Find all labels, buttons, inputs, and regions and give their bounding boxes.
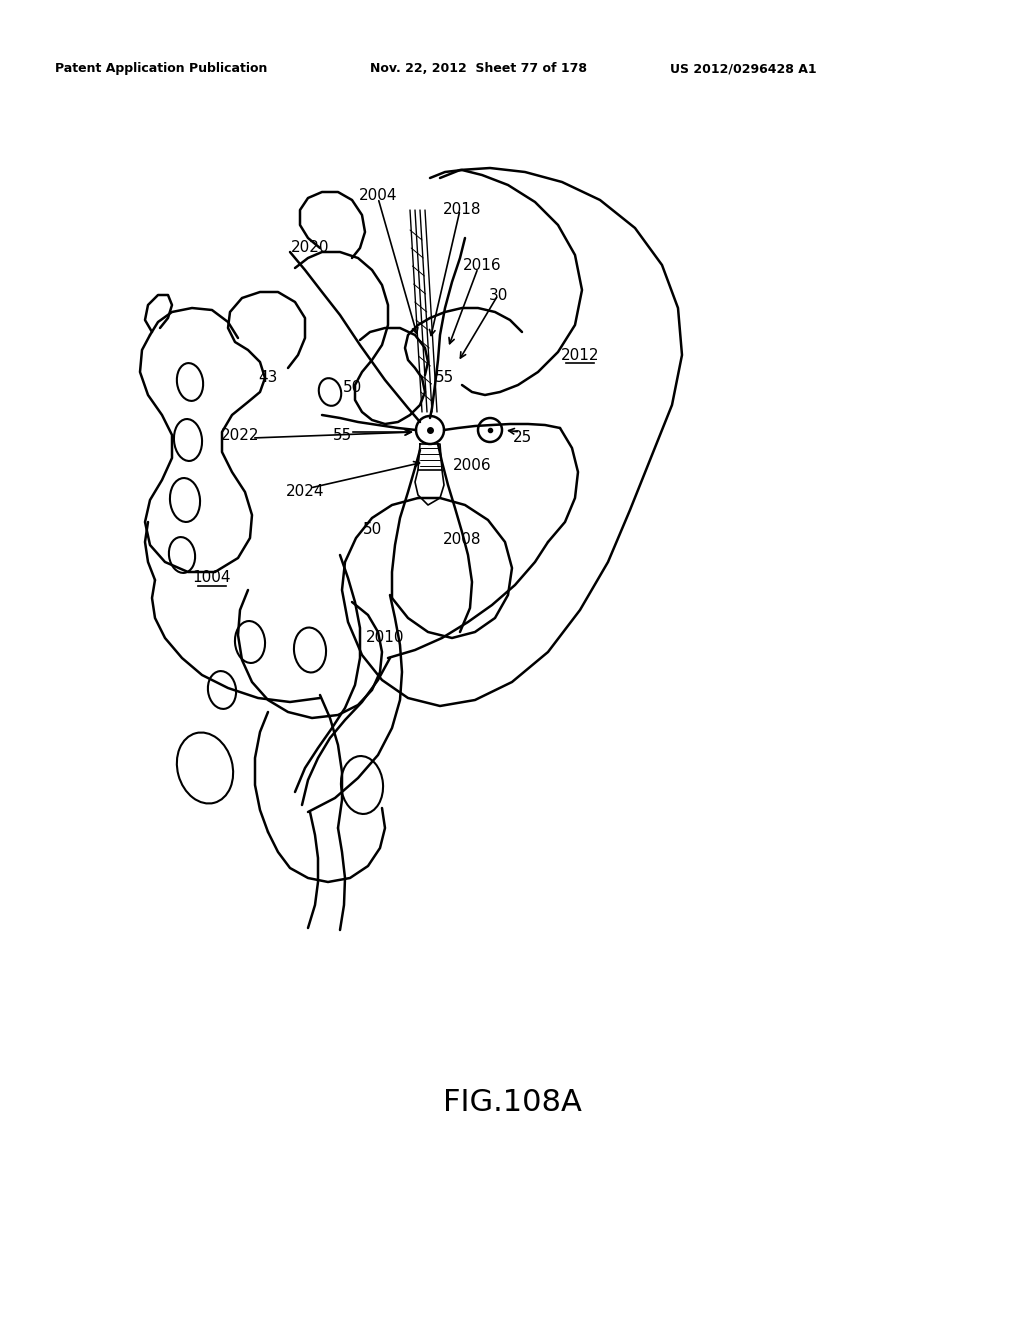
Text: 2022: 2022 bbox=[221, 428, 259, 442]
Text: FIG.108A: FIG.108A bbox=[442, 1088, 582, 1117]
Text: 2012: 2012 bbox=[561, 347, 599, 363]
Text: 2004: 2004 bbox=[358, 187, 397, 202]
Text: 2006: 2006 bbox=[453, 458, 492, 473]
Text: Patent Application Publication: Patent Application Publication bbox=[55, 62, 267, 75]
Text: 50: 50 bbox=[362, 523, 382, 537]
Text: 55: 55 bbox=[333, 428, 351, 442]
Text: 2008: 2008 bbox=[442, 532, 481, 548]
Text: 50: 50 bbox=[342, 380, 361, 396]
Text: Nov. 22, 2012  Sheet 77 of 178: Nov. 22, 2012 Sheet 77 of 178 bbox=[370, 62, 587, 75]
Text: US 2012/0296428 A1: US 2012/0296428 A1 bbox=[670, 62, 816, 75]
Text: 2010: 2010 bbox=[366, 631, 404, 645]
Text: 2016: 2016 bbox=[463, 257, 502, 272]
Text: 55: 55 bbox=[435, 371, 455, 385]
Text: 43: 43 bbox=[258, 371, 278, 385]
Text: 1004: 1004 bbox=[193, 570, 231, 586]
Text: 30: 30 bbox=[488, 288, 508, 302]
Text: 2024: 2024 bbox=[286, 484, 325, 499]
Text: 25: 25 bbox=[512, 430, 531, 446]
Text: 2020: 2020 bbox=[291, 240, 330, 256]
Text: 2018: 2018 bbox=[442, 202, 481, 218]
